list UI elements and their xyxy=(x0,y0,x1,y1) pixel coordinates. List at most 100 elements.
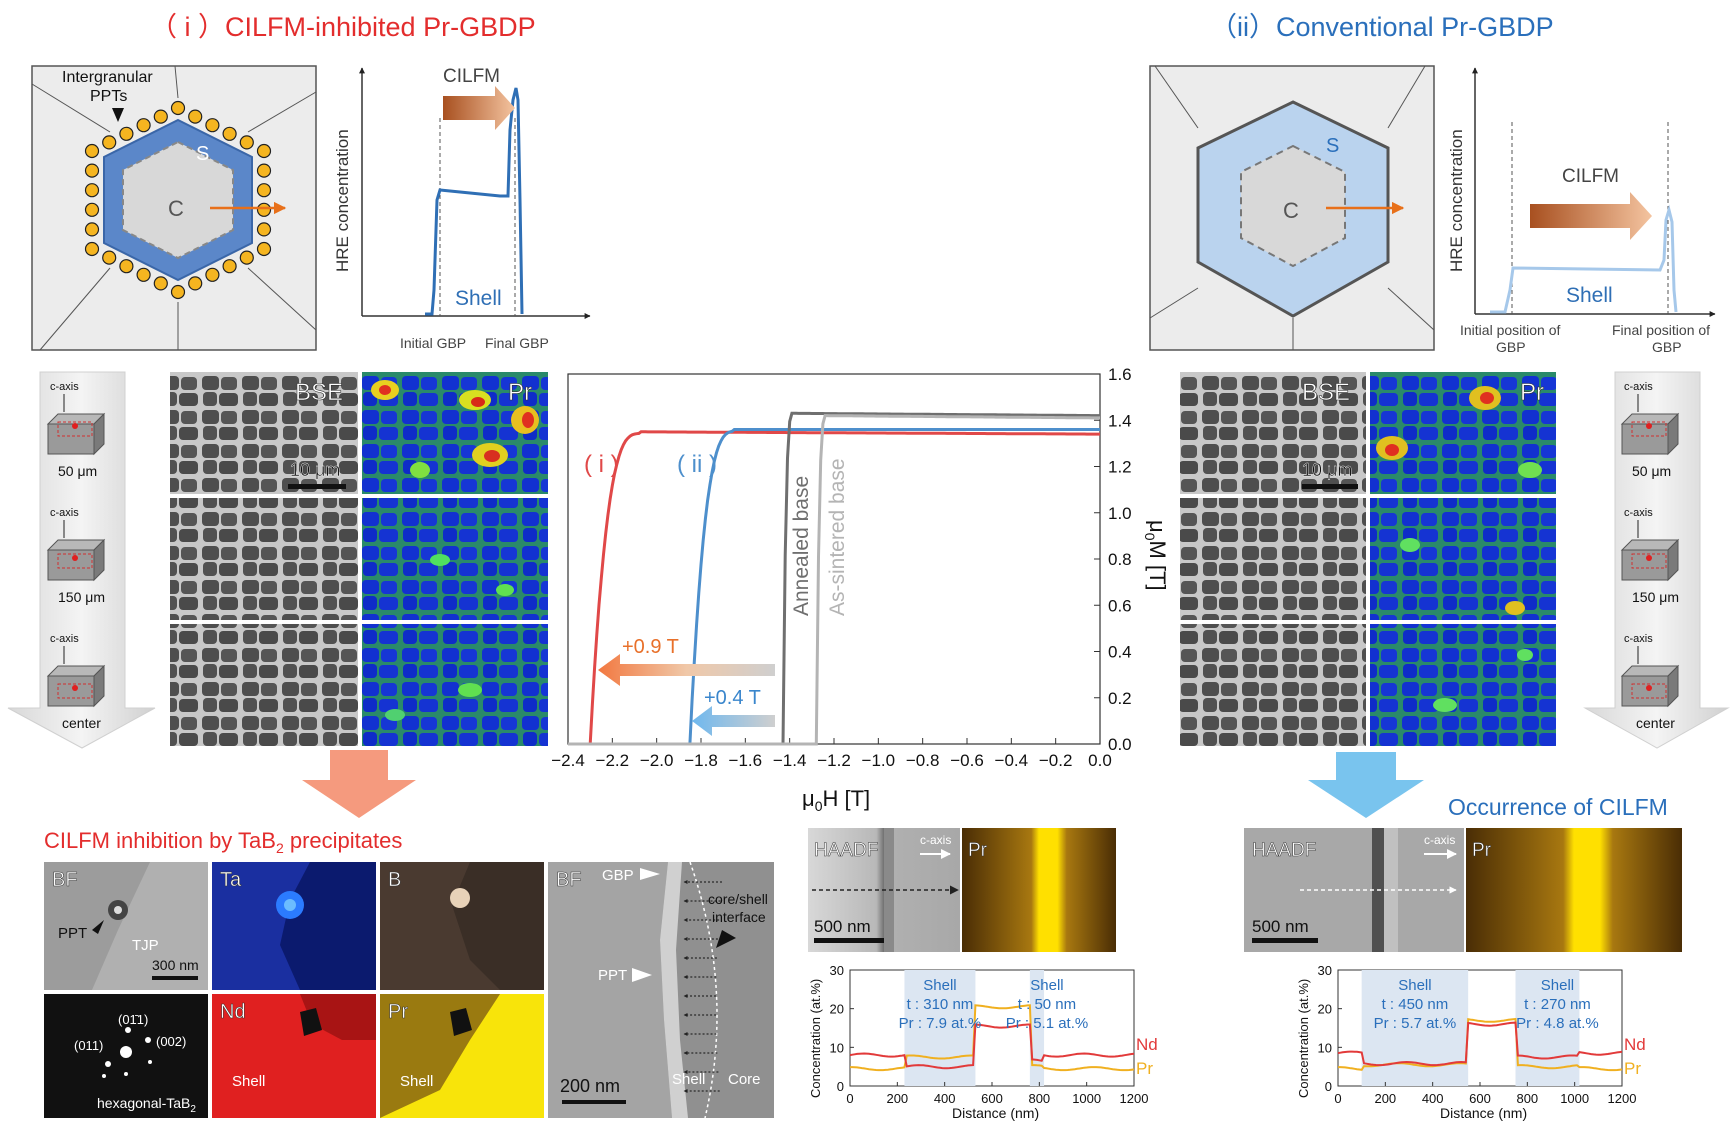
line-profile-right: 0 200 400 600 800 1000 1200 0 10 20 30 Distance (nm… xyxy=(1296,963,1646,1121)
ppt-pointer-icon xyxy=(112,108,124,122)
c-axis-label: c-axis xyxy=(1624,633,1653,645)
profile-right: HRE concentration CILFM Shell Initial po… xyxy=(1447,67,1716,355)
y-tick-label: 30 xyxy=(830,963,844,978)
pr-line xyxy=(850,1004,1135,1072)
x-tick-label: 800 xyxy=(1516,1091,1538,1106)
ppt-dot-26 xyxy=(102,135,117,150)
occurrence-heading: Occurrence of CILFM xyxy=(1448,794,1668,820)
probe-point xyxy=(72,423,78,429)
ppt-label-line2: PPTs xyxy=(90,88,127,105)
shell2-annotation: t : 270 nm xyxy=(1524,996,1591,1013)
shell2-annotation: Pr : 5.1 at.% xyxy=(1006,1015,1089,1032)
improvement-arrow-0-4T xyxy=(692,706,775,736)
slice-plane xyxy=(1631,553,1667,569)
slice-plane xyxy=(57,421,93,437)
shell1-annotation: t : 450 nm xyxy=(1382,996,1449,1013)
series-label-annealed-base: Annealed base xyxy=(790,476,813,616)
final-pos-label-1: Final position of xyxy=(1612,322,1710,338)
gbp-pointer xyxy=(640,868,660,880)
final-pos-label-2: GBP xyxy=(1652,339,1682,355)
y-tick-label: 0.0 xyxy=(1108,735,1132,754)
bse-label-right: BSE xyxy=(1302,379,1350,406)
x-tick-label: 600 xyxy=(1469,1091,1491,1106)
ppt-dot-24 xyxy=(84,163,100,178)
ppt-dot-1 xyxy=(188,109,203,124)
micrograph-grid-right: BSE Pr 10 μm xyxy=(1180,372,1556,746)
haadf-scale-bar-right xyxy=(1252,938,1318,943)
shell1-annotation: t : 310 nm xyxy=(907,996,974,1013)
initial-gbp-label: Initial GBP xyxy=(400,335,466,351)
ppt-dot-23 xyxy=(84,183,100,198)
ppt-dot-9 xyxy=(256,222,272,237)
fft-label-011b: (011) xyxy=(74,1038,103,1053)
depth-label: 150 μm xyxy=(1632,589,1679,605)
ppt-dot-16 xyxy=(153,276,168,291)
ppt-dot-17 xyxy=(136,267,151,282)
y-tick-label: 1.4 xyxy=(1108,411,1132,430)
ppt-dot-28 xyxy=(136,118,151,133)
sample-side xyxy=(93,664,105,708)
shell-label-left: Shell xyxy=(455,287,502,310)
bf-scale-label: 300 nm xyxy=(152,957,199,973)
shell-letter-left: S xyxy=(196,143,209,165)
cilfm-label-left: CILFM xyxy=(443,66,500,87)
profile-left: HRE concentration CILFM Shell Initial GB… xyxy=(333,66,591,351)
x-tick-label: −1.8 xyxy=(684,751,718,770)
sample-side xyxy=(1667,664,1679,708)
x-tick-label: 1000 xyxy=(1072,1091,1101,1106)
haadf-left: HAADF c-axis 500 nm Pr xyxy=(808,828,1116,952)
final-gbp-label: Final GBP xyxy=(485,335,549,351)
ppt-dot-27 xyxy=(119,126,134,141)
ppt-label-line1: Intergranular xyxy=(62,69,153,86)
x-tick-label: 0 xyxy=(846,1091,853,1106)
fft-spot-0 xyxy=(120,1046,132,1058)
fft-spot-6 xyxy=(124,1072,128,1076)
ppt-dot-8 xyxy=(256,202,272,217)
probe-point xyxy=(1646,423,1652,429)
y-tick-label: 0 xyxy=(1325,1079,1332,1094)
bse-image-50um-left xyxy=(170,372,358,494)
x-tick-label: −0.4 xyxy=(995,751,1029,770)
scale-label-left: 10 μm xyxy=(290,460,340,480)
legend-pr: Pr xyxy=(1624,1059,1641,1078)
y-tick-label: 10 xyxy=(1318,1040,1332,1055)
pr-stripe-left xyxy=(962,828,1116,952)
c-axis-label: c-axis xyxy=(50,507,79,519)
profile-ylabel: Concentration (at.%) xyxy=(1296,979,1311,1098)
haadf-scale-label-right: 500 nm xyxy=(1252,917,1309,936)
x-tick-label: −2.0 xyxy=(640,751,674,770)
shell1-annotation: Pr : 7.9 at.% xyxy=(899,1015,982,1032)
fft-spot-2 xyxy=(105,1061,111,1067)
gbp-label: GBP xyxy=(602,867,634,884)
sample-side xyxy=(1667,412,1679,456)
ppt-label-large: PPT xyxy=(598,967,627,984)
interface-pointer xyxy=(716,930,736,948)
slice-plane xyxy=(57,683,93,699)
bf-label-large: BF xyxy=(556,869,582,891)
tem-panels-left: BF PPT TJP 300 nm Ta B (01̄1) (011) (002… xyxy=(44,862,544,1118)
shell1-annotation: Pr : 5.7 at.% xyxy=(1374,1015,1457,1032)
bf-large-scale-label: 200 nm xyxy=(560,1076,620,1096)
fft-label-002: (002) xyxy=(156,1034,186,1049)
nd-label: Nd xyxy=(220,1001,246,1023)
shell2-annotation: Shell xyxy=(1030,977,1063,994)
y-tick-label: 10 xyxy=(830,1040,844,1055)
x-tick-label: 1200 xyxy=(1608,1091,1637,1106)
ppt-dot-19 xyxy=(102,250,117,265)
y-tick-label: 1.6 xyxy=(1108,365,1132,384)
shell1-annotation: Shell xyxy=(1398,977,1431,994)
ppt-dot-13 xyxy=(205,267,220,282)
x-tick-label: −1.4 xyxy=(773,751,807,770)
legend-nd: Nd xyxy=(1624,1035,1646,1054)
x-tick-label: −0.6 xyxy=(950,751,984,770)
interface-label-1: core/shell xyxy=(708,891,768,907)
series-label-i: ( i ) xyxy=(584,451,619,478)
scale-bar-right xyxy=(1302,484,1358,489)
depth-sample-left-2: c-axis center xyxy=(46,633,106,731)
fft-phase-label: hexagonal-TaB2 xyxy=(97,1095,196,1115)
curve-3 xyxy=(568,414,1100,746)
title-left: （ i ）CILFM-inhibited Pr-GBDP xyxy=(150,12,536,42)
ppt-pointer-bf xyxy=(92,920,104,934)
legend-nd: Nd xyxy=(1136,1035,1158,1054)
demag-chart: −2.4 −2.2 −2.0 −1.8 −1.6 −1.4 −1.2 −1.0 −0.8 −0.6… xyxy=(551,365,1170,814)
